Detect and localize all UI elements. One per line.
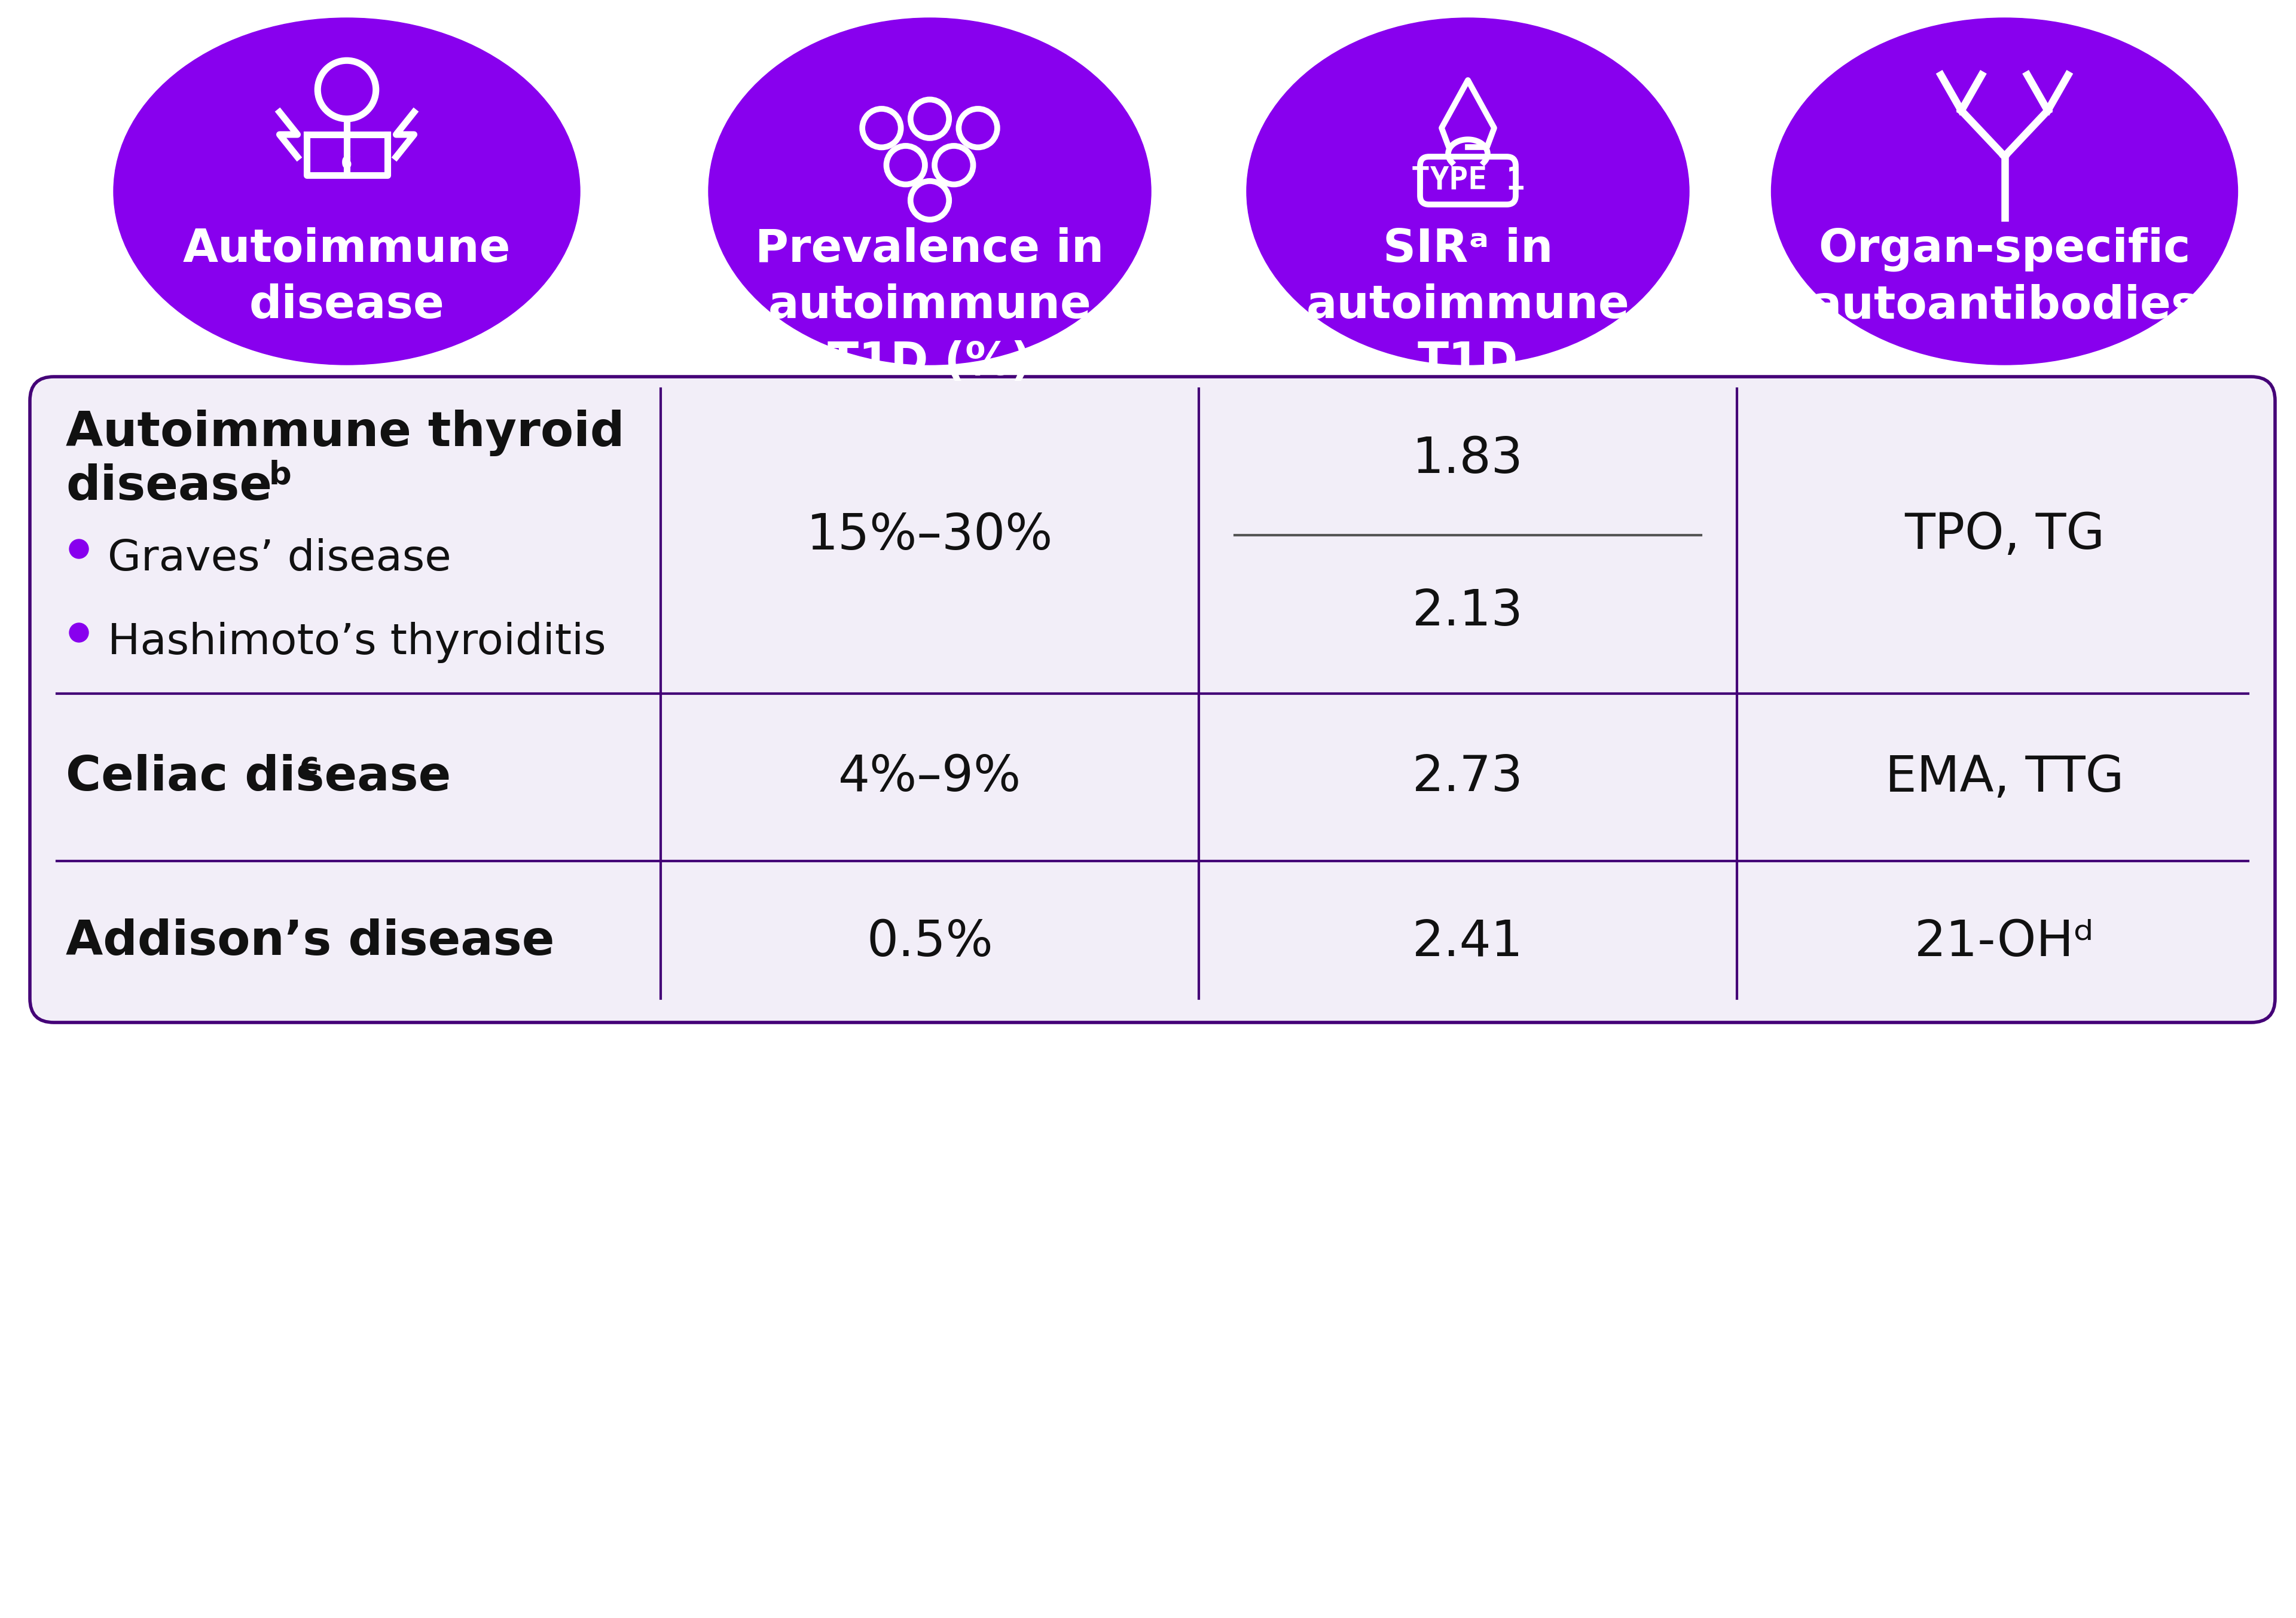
FancyBboxPatch shape <box>30 377 2275 1023</box>
Text: 2.13: 2.13 <box>1412 587 1525 636</box>
Text: b: b <box>269 460 292 490</box>
Text: 0.5%: 0.5% <box>866 917 994 966</box>
Text: Graves’ disease: Graves’ disease <box>108 539 452 579</box>
Text: 2.73: 2.73 <box>1412 752 1525 801</box>
Text: Addison’s disease: Addison’s disease <box>67 919 556 964</box>
Circle shape <box>69 539 90 558</box>
Text: TYPE 1: TYPE 1 <box>1412 165 1525 196</box>
Text: 6: 6 <box>342 155 354 173</box>
Text: 2.41: 2.41 <box>1412 917 1525 966</box>
Text: Hashimoto’s thyroiditis: Hashimoto’s thyroiditis <box>108 621 606 663</box>
Text: Celiac disease: Celiac disease <box>67 754 450 801</box>
Text: Autoimmune thyroid: Autoimmune thyroid <box>67 409 625 456</box>
Text: 4%–9%: 4%–9% <box>838 752 1022 801</box>
Text: c: c <box>301 749 319 781</box>
Ellipse shape <box>1770 18 2239 364</box>
Text: 15%–30%: 15%–30% <box>806 511 1054 560</box>
Ellipse shape <box>1247 18 1690 364</box>
Text: 21-OHᵈ: 21-OHᵈ <box>1915 917 2094 966</box>
Ellipse shape <box>113 18 581 364</box>
Text: SIRᵃ in
autoimmune
T1D: SIRᵃ in autoimmune T1D <box>1306 227 1630 383</box>
Text: EMA, TTG: EMA, TTG <box>1885 752 2124 801</box>
Text: TPO, TG: TPO, TG <box>1903 511 2105 560</box>
Text: disease: disease <box>67 463 271 510</box>
Text: Prevalence in
autoimmune
T1D (%): Prevalence in autoimmune T1D (%) <box>755 227 1104 383</box>
Text: Autoimmune
disease: Autoimmune disease <box>184 227 510 328</box>
Text: Organ-specific
autoantibodies: Organ-specific autoantibodies <box>1812 227 2197 328</box>
Circle shape <box>69 623 90 642</box>
Ellipse shape <box>709 18 1150 364</box>
Text: 1.83: 1.83 <box>1412 435 1525 484</box>
